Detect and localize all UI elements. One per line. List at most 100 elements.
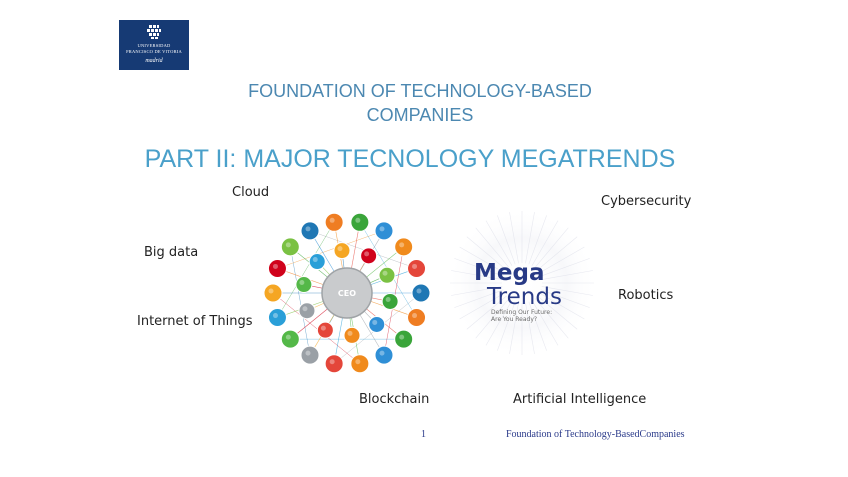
megatrends-ray — [466, 295, 507, 330]
megatrends-ray — [537, 295, 578, 330]
network-node — [308, 253, 326, 271]
network-node-highlight — [399, 242, 405, 248]
trend-label-iot: Internet of Things — [137, 314, 253, 329]
trend-label-ai: Artificial Intelligence — [513, 392, 647, 407]
network-node — [368, 315, 386, 333]
network-node — [333, 242, 351, 260]
trend-label-big-data: Big data — [144, 245, 199, 260]
network-node-highlight — [412, 313, 418, 319]
megatrends-ray — [525, 302, 535, 354]
megatrends-ray — [475, 227, 510, 268]
megatrends-ray — [466, 236, 507, 271]
network-node-highlight — [412, 263, 418, 269]
network-node-highlight — [312, 257, 318, 263]
network-node — [381, 292, 399, 310]
trend-label-cloud: Cloud — [232, 185, 270, 200]
network-node — [378, 266, 396, 284]
megatrends-ray — [539, 292, 585, 320]
network-node-highlight — [379, 350, 385, 356]
megatrends-rays — [450, 211, 594, 355]
ceo-node — [321, 267, 373, 319]
network-node — [298, 302, 316, 320]
trend-label-robotics: Robotics — [618, 288, 674, 303]
megatrends-ray — [525, 212, 535, 264]
network-node-highlight — [272, 313, 278, 319]
network-node-highlight — [364, 251, 370, 257]
network-node-highlight — [337, 246, 343, 252]
network-node-highlight — [399, 334, 405, 340]
megatrends-ray — [451, 286, 503, 296]
megatrends-word-mega: Mega — [474, 260, 544, 286]
network-node — [324, 212, 344, 232]
network-link — [277, 222, 335, 318]
university-logo: UNIVERSIDAD FRANCISCO DE VITORIA madrid — [119, 20, 189, 70]
network-node — [267, 308, 287, 328]
network-node — [374, 221, 394, 241]
network-node — [394, 329, 414, 349]
footer-text: Foundation of Technology-BasedCompanies — [506, 429, 685, 440]
network-node — [263, 283, 283, 303]
network-link — [290, 246, 311, 356]
megatrends-ray — [528, 215, 547, 265]
megatrends-ray — [459, 292, 505, 320]
megatrends-ray — [537, 236, 578, 271]
network-node — [411, 283, 431, 303]
network-node-highlight — [355, 217, 361, 223]
trend-label-cybersecurity: Cybersecurity — [601, 194, 692, 209]
network-node-highlight — [329, 217, 335, 223]
network-node — [295, 276, 313, 294]
network-node — [360, 247, 378, 265]
megatrends-ray — [509, 302, 519, 354]
megatrends-ray — [528, 301, 547, 351]
page-number: 1 — [421, 429, 426, 440]
network-node-highlight — [382, 270, 388, 276]
logo-text-line1: UNIVERSIDAD — [137, 43, 171, 48]
megatrends-ray — [534, 227, 569, 268]
network-node-highlight — [268, 288, 274, 294]
network-node — [350, 212, 370, 232]
network-node-highlight — [320, 325, 326, 331]
megatrends-ray — [454, 289, 504, 308]
network-node-highlight — [272, 263, 278, 269]
network-node — [300, 221, 320, 241]
network-node-highlight — [285, 242, 291, 248]
megatrends-ray — [497, 301, 516, 351]
network-node — [343, 326, 361, 344]
megatrends-ray — [454, 258, 504, 277]
university-crest-icon — [147, 25, 161, 39]
megatrends-ray — [540, 258, 590, 277]
logo-text-line2: FRANCISCO DE VITORIA — [126, 49, 182, 54]
network-node — [394, 237, 414, 257]
ceo-network-diagram: CEO — [263, 212, 431, 374]
network-node — [324, 354, 344, 374]
network-node — [280, 237, 300, 257]
megatrends-word-trends: Trends — [486, 284, 562, 310]
network-node-highlight — [302, 306, 308, 312]
megatrends-ray — [485, 300, 513, 346]
logo-text-line3: madrid — [145, 58, 163, 64]
megatrends-tagline-1: Defining Our Future: — [491, 309, 552, 316]
network-node — [350, 354, 370, 374]
megatrends-ray — [485, 220, 513, 266]
network-node-highlight — [385, 296, 391, 302]
network-node — [300, 345, 320, 365]
network-node — [316, 321, 334, 339]
trend-label-blockchain: Blockchain — [359, 392, 430, 407]
network-link — [272, 292, 361, 364]
network-node-highlight — [305, 350, 311, 356]
network-node — [407, 258, 427, 278]
megatrends-ray — [475, 298, 510, 339]
network-node-highlight — [416, 288, 422, 294]
network-node-highlight — [379, 226, 385, 232]
megatrends-ray — [531, 300, 559, 346]
network-node — [407, 308, 427, 328]
megatrends-ray — [534, 298, 569, 339]
course-title: FOUNDATION OF TECHNOLOGY-BASED COMPANIES — [248, 81, 592, 125]
network-node-highlight — [299, 280, 305, 286]
megatrends-logo: Mega Trends Defining Our Future: Are You… — [447, 208, 597, 358]
megatrends-ray — [459, 246, 505, 274]
network-node-highlight — [329, 359, 335, 365]
megatrends-tagline-2: Are You Ready? — [491, 316, 537, 323]
megatrends-ray — [541, 286, 593, 296]
network-nodes — [263, 212, 431, 374]
